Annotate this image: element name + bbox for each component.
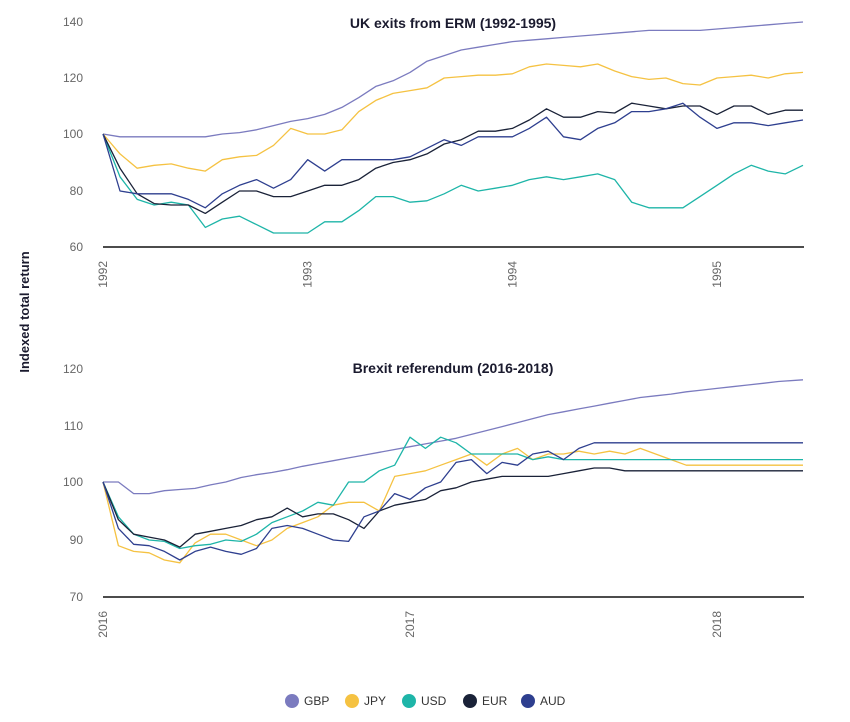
legend-label-jpy: JPY [364, 694, 386, 708]
chart-uk-erm-exit: UK exits from ERM (1992-1995) 60 80 100 120 1… [63, 15, 804, 288]
legend: GBP JPY USD EUR AUD [285, 694, 566, 708]
series-line-eur [102, 102, 803, 215]
x-tick-label: 2017 [403, 611, 417, 638]
legend-label-eur: EUR [482, 694, 508, 708]
legend-swatch-usd [402, 694, 416, 708]
legend-swatch-gbp [285, 694, 299, 708]
y-tick-label: 90 [70, 533, 84, 547]
legend-label-usd: USD [421, 694, 447, 708]
series-line-aud [102, 442, 803, 561]
y-tick-label: 100 [63, 127, 83, 141]
x-tick-label: 1992 [96, 261, 110, 288]
x-tick-label: 2018 [710, 611, 724, 638]
series-line-gbp [102, 21, 804, 138]
y-tick-label: 120 [63, 71, 83, 85]
series-line-usd [102, 436, 803, 550]
y-tick-label: 70 [70, 590, 84, 604]
x-tick-label: 2016 [96, 611, 110, 638]
series-line-usd [102, 133, 804, 234]
legend-label-aud: AUD [540, 694, 566, 708]
y-tick-label: 80 [70, 184, 84, 198]
x-tick-label: 1994 [505, 261, 519, 288]
y-axis-label: Indexed total return [17, 251, 32, 372]
x-tick-label: 1993 [301, 261, 315, 288]
x-tick-label: 1995 [710, 261, 724, 288]
y-tick-label: 110 [64, 419, 83, 433]
series-line-jpy [102, 63, 804, 172]
legend-swatch-jpy [345, 694, 359, 708]
chart-title: UK exits from ERM (1992-1995) [350, 15, 556, 31]
series-line-gbp [103, 379, 804, 495]
legend-label-gbp: GBP [304, 694, 329, 708]
series-line-eur [102, 467, 803, 548]
legend-swatch-aud [521, 694, 535, 708]
y-tick-label: 140 [63, 15, 83, 29]
series-line-jpy [102, 447, 803, 564]
series-line-aud [102, 102, 804, 209]
y-tick-label: 120 [63, 362, 83, 376]
y-tick-label: 60 [70, 240, 84, 254]
chart-brexit-referendum: Brexit referendum (2016-2018) 70 90 100 110 1… [63, 360, 804, 638]
y-tick-label: 100 [63, 475, 83, 489]
chart-title: Brexit referendum (2016-2018) [353, 360, 554, 376]
legend-swatch-eur [463, 694, 477, 708]
